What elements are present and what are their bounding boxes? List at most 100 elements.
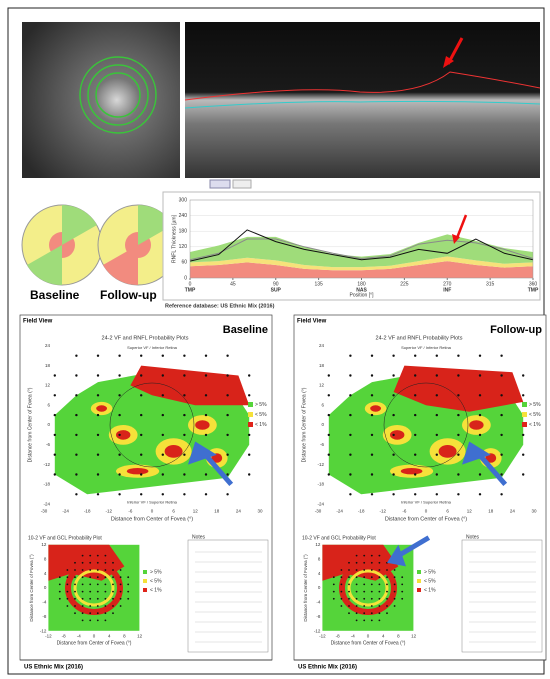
y-tick-label: 60 — [181, 260, 187, 266]
vf-point — [104, 569, 107, 571]
vf-point — [370, 394, 374, 397]
field-views: Field View Baseline 24-2 VF and RNFL Proba… — [19, 314, 547, 671]
vf-point — [75, 453, 78, 456]
x-tick-label: 0 — [367, 633, 370, 638]
red-patch — [96, 405, 107, 412]
y-tick-label: -12 — [317, 462, 324, 467]
plot-title: 24-2 VF and RNFL Probability Plots — [376, 335, 463, 341]
vf-point — [81, 583, 84, 586]
vf-point — [386, 612, 388, 615]
y-tick-label: -6 — [46, 442, 50, 447]
legend-label: < 5% — [150, 578, 162, 584]
vf-point — [386, 569, 388, 571]
y-tick-label: 0 — [44, 585, 47, 590]
vf-point — [370, 612, 373, 615]
y-tick-label: 12 — [319, 383, 325, 388]
vf-point — [370, 576, 373, 579]
legend-label: < 1% — [424, 587, 436, 593]
vf-point — [370, 619, 373, 622]
vf-point — [393, 590, 396, 593]
top-label: Superior VF / Inferior Retina — [127, 345, 178, 350]
vf-point — [457, 413, 460, 417]
reference-label: Reference database: US Ethnic Mix (2016) — [165, 303, 275, 309]
vf-point — [457, 453, 460, 456]
y-tick-label: -24 — [43, 501, 50, 506]
vf-point — [332, 590, 335, 593]
vf-point — [75, 433, 78, 437]
y-tick-label: -6 — [320, 442, 324, 447]
x-tick-label: -8 — [62, 633, 66, 638]
x-tick-label: -6 — [128, 508, 132, 513]
vf-point — [96, 619, 99, 622]
vf-point — [393, 583, 396, 586]
x-tick-label: 24 — [236, 508, 242, 513]
vf-point — [392, 413, 395, 417]
vf-point — [118, 413, 121, 417]
x-tick-label: 24 — [510, 508, 516, 513]
yellow-ring — [347, 569, 389, 607]
x-axis-title: Distance from Center of Fovea (°) — [331, 641, 406, 647]
database-label: US Ethnic Mix (2016) — [24, 665, 83, 671]
rnfl-line — [184, 100, 541, 109]
vf-point — [378, 590, 381, 593]
vf-point — [74, 561, 76, 564]
legend-label: > 5% — [255, 402, 267, 408]
vf-point — [349, 413, 352, 417]
vf-point — [104, 554, 107, 557]
vf-point — [370, 590, 373, 593]
y-tick-label: -8 — [316, 614, 320, 619]
y-tick-label: -24 — [317, 501, 324, 506]
vf-point — [74, 612, 76, 615]
normal-band — [190, 256, 533, 271]
legend-swatch — [248, 402, 253, 407]
y-tick-label: -8 — [42, 614, 46, 619]
x-region-label: INF — [443, 287, 451, 293]
legend-label: < 1% — [529, 422, 541, 428]
x-tick-label: 90 — [273, 281, 279, 287]
vf-point — [140, 374, 143, 377]
vf-point — [363, 605, 366, 607]
vf-point — [58, 583, 61, 586]
vf-point — [401, 597, 404, 600]
toolbar-button[interactable] — [232, 179, 252, 189]
red-ring — [65, 561, 123, 615]
vf-point — [393, 605, 396, 607]
vf-point — [378, 583, 381, 586]
vf-point — [414, 493, 417, 496]
vf-point — [81, 612, 84, 615]
sector-diagrams — [21, 204, 179, 286]
baseline-label: Baseline — [30, 288, 80, 302]
x-tick-label: -30 — [41, 508, 48, 513]
vf-point — [248, 394, 251, 397]
vf-point — [355, 554, 358, 557]
y-tick-label: 12 — [45, 383, 51, 388]
vf-point — [363, 569, 366, 571]
vf-point — [370, 354, 374, 357]
vf-point — [183, 473, 186, 476]
x-tick-label: 8 — [123, 633, 126, 638]
notes-box — [461, 539, 543, 653]
vf-point — [89, 590, 92, 593]
vf-point — [435, 433, 438, 437]
vf-point — [58, 590, 61, 593]
vf-point — [104, 561, 107, 564]
vf-point — [393, 569, 396, 571]
vf-point — [226, 413, 229, 417]
notes-box — [187, 539, 269, 653]
vf-point — [204, 394, 208, 397]
vf-point — [140, 394, 143, 397]
vf-point — [81, 554, 84, 557]
vf-point — [53, 413, 56, 417]
vf-point — [348, 612, 350, 615]
red-patch — [469, 420, 484, 430]
vf-point — [522, 433, 525, 437]
vf-point — [81, 605, 84, 607]
vf-point — [355, 561, 358, 564]
vf-point — [340, 597, 343, 600]
vf-point — [226, 374, 229, 377]
toolbar-button[interactable] — [209, 179, 231, 189]
vf-point — [370, 493, 374, 496]
vf-point — [500, 453, 503, 456]
legend-label: > 5% — [529, 402, 541, 408]
red-field — [393, 365, 524, 412]
